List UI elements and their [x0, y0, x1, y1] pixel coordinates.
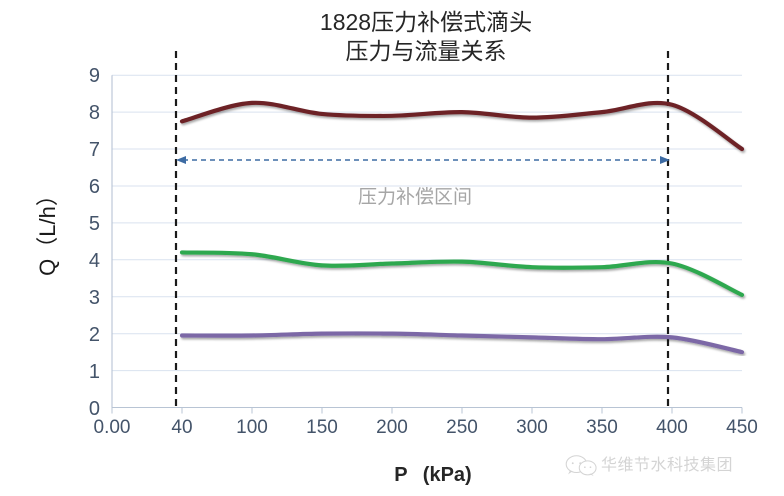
svg-text:100: 100 [236, 417, 268, 438]
svg-text:4: 4 [89, 250, 100, 272]
svg-text:1: 1 [89, 361, 100, 383]
svg-text:400: 400 [656, 417, 688, 438]
svg-text:250: 250 [446, 417, 478, 438]
svg-text:40: 40 [171, 417, 192, 438]
svg-text:0.00: 0.00 [94, 417, 131, 438]
svg-text:6: 6 [89, 176, 100, 198]
svg-text:8: 8 [89, 102, 100, 124]
svg-text:200: 200 [376, 417, 408, 438]
svg-text:150: 150 [306, 417, 338, 438]
svg-text:7: 7 [89, 139, 100, 161]
svg-text:350: 350 [586, 417, 618, 438]
svg-text:9: 9 [89, 65, 100, 87]
svg-text:5: 5 [89, 213, 100, 235]
svg-text:2: 2 [89, 324, 100, 346]
svg-text:300: 300 [516, 417, 548, 438]
svg-text:3: 3 [89, 287, 100, 309]
svg-text:450: 450 [726, 417, 758, 438]
